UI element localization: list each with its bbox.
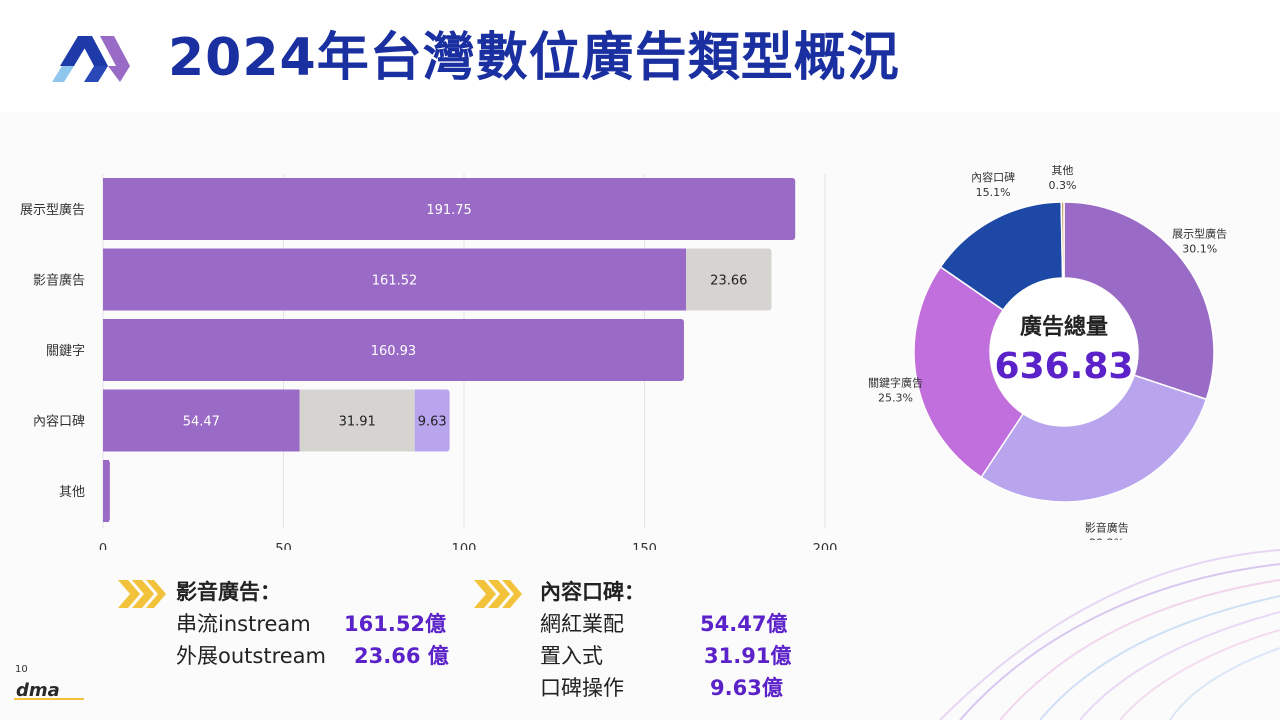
bar-data-label: 31.91 <box>339 415 376 430</box>
note-content-row: 口碑操作 9.63億 <box>540 672 810 702</box>
x-tick-label: 200 <box>813 542 838 550</box>
note-content: 內容口碑： 網紅業配 54.47億 置入式 31.91億 口碑操作 9.63億 <box>474 576 814 706</box>
note-value: 31.91億 <box>704 644 792 668</box>
bar-data-label: 191.75 <box>426 203 472 218</box>
chevron-right-icon <box>118 580 166 608</box>
donut-chart: 展示型廣告 30.1% 影音廣告 29.2% 關鍵字廣告 25.3% 內容口碑 15.1% 其他… <box>868 164 1227 540</box>
bar-segment-edge <box>686 248 693 311</box>
category-label: 展示型廣告 <box>20 203 85 218</box>
note-video-heading: 影音廣告： <box>176 580 281 604</box>
slide-header <box>0 0 1280 112</box>
bar-segment <box>103 178 796 240</box>
note-label: 口碑操作 <box>540 676 624 700</box>
note-label: 網紅業配 <box>540 612 624 636</box>
footer-logo-text: dma <box>16 680 60 701</box>
note-content-row: 置入式 31.91億 <box>540 640 810 670</box>
slice-label: 其他 <box>1051 164 1073 177</box>
note-video: 影音廣告： 串流instream 161.52億 外展outstream 23.… <box>118 576 478 676</box>
bar-segment <box>414 389 450 452</box>
bar-segment-edge <box>103 319 109 381</box>
note-value: 161.52億 <box>344 612 447 636</box>
slice-pct-label: 25.3% <box>878 392 913 405</box>
bar-segment-edge <box>103 178 109 240</box>
donut-center-value: 636.83 <box>995 346 1134 387</box>
slice-pct-label: 30.1% <box>1182 243 1217 256</box>
bar-data-label: 23.66 <box>710 274 747 289</box>
bar-segment <box>103 248 687 311</box>
note-label: 置入式 <box>540 644 603 668</box>
horizontal-bar-chart: 0 50 100 150 200 展示型廣告 191.75 影音廣告 161.52 23.66 關鍵… <box>20 174 838 550</box>
slice-label: 影音廣告 <box>1085 520 1129 534</box>
note-video-row: 串流instream 161.52億 <box>176 608 476 638</box>
bar-segment <box>103 319 684 381</box>
bar-segment-edge <box>103 460 109 522</box>
note-value: 54.47億 <box>700 612 788 636</box>
category-label: 其他 <box>59 485 85 500</box>
bar-data-label: 161.52 <box>372 274 418 289</box>
category-label: 影音廣告 <box>33 273 85 289</box>
slice-pct-label: 15.1% <box>976 186 1011 199</box>
slice-pct-label: 29.2% <box>1089 536 1124 540</box>
bar-data-label: 54.47 <box>183 415 220 430</box>
bar-segment <box>686 248 772 311</box>
slice-pct-label: 0.3% <box>1048 179 1076 192</box>
note-content-row: 網紅業配 54.47億 <box>540 608 810 638</box>
note-value: 9.63億 <box>710 676 783 700</box>
note-label: 外展outstream <box>176 644 326 668</box>
slide-title: 2024年台灣數位廣告類型概況 <box>168 28 900 88</box>
decorative-wave <box>939 549 1280 720</box>
note-content-heading: 內容口碑： <box>540 580 645 604</box>
category-label: 關鍵字 <box>46 343 85 359</box>
slice-label: 內容口碑 <box>971 170 1015 184</box>
bar-data-label: 160.93 <box>371 344 417 359</box>
bar-data-label: 9.63 <box>418 415 447 430</box>
slice-label: 展示型廣告 <box>1172 227 1227 241</box>
x-tick-label: 150 <box>632 542 657 550</box>
donut-hole <box>990 278 1138 426</box>
x-tick-label: 50 <box>275 542 292 550</box>
note-label: 串流instream <box>176 612 311 636</box>
bar-segment <box>103 389 300 452</box>
note-video-row: 外展outstream 23.66 億 <box>176 640 476 670</box>
page-number: 10 <box>15 664 28 675</box>
footer-logo: dma <box>14 680 84 701</box>
chevron-right-icon <box>474 580 522 608</box>
bar-segment-edge <box>414 389 421 452</box>
brand-logo-icon <box>52 36 130 82</box>
note-value: 23.66 億 <box>354 644 449 668</box>
x-tick-label: 100 <box>452 542 477 550</box>
slice-label: 關鍵字廣告 <box>868 376 923 390</box>
donut-center-title: 廣告總量 <box>1020 314 1108 340</box>
bar-segment <box>299 389 415 452</box>
category-label: 內容口碑 <box>33 414 85 430</box>
x-tick-label: 0 <box>99 542 107 550</box>
